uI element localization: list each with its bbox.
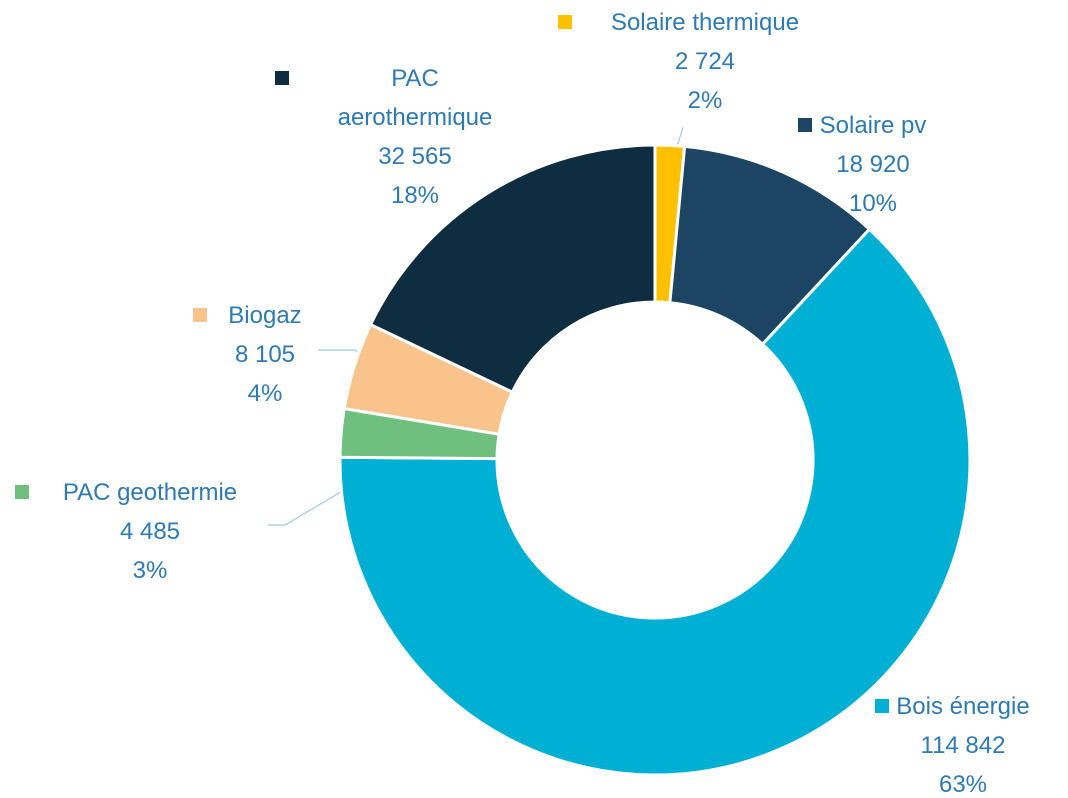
legend-swatch (558, 15, 572, 29)
label-value: 8 105 (234, 341, 296, 368)
data-label: Bois énergie 114 842 63% (873, 687, 1053, 798)
legend-swatch (875, 699, 889, 713)
legend-swatch (15, 485, 29, 499)
label-percent: 4% (247, 380, 283, 407)
label-name: PAC geothermie (62, 479, 238, 506)
legend-swatch (193, 308, 207, 322)
slice (368, 143, 657, 395)
legend-swatch (275, 71, 289, 85)
data-label: Solaire thermique 2 724 2% (575, 3, 835, 120)
label-value: 32 565 (378, 143, 452, 170)
data-label: PAC aerothermique 32 565 18% (320, 59, 510, 215)
data-label: PAC geothermie 4 485 3% (35, 473, 265, 590)
data-label: Biogaz 8 105 4% (205, 296, 325, 413)
label-name: PAC aerothermique (337, 65, 493, 131)
label-value: 114 842 (920, 732, 1006, 759)
legend-swatch (798, 118, 812, 132)
label-percent: 63% (938, 771, 988, 798)
label-name: Solaire pv (819, 112, 927, 139)
slice (338, 227, 972, 777)
label-percent: 10% (848, 190, 898, 217)
label-percent: 18% (390, 182, 440, 209)
label-percent: 3% (132, 557, 168, 584)
label-percent: 2% (687, 87, 723, 114)
label-value: 2 724 (674, 48, 736, 75)
label-value: 18 920 (836, 151, 910, 178)
label-name: Solaire thermique (610, 9, 800, 36)
data-label: Solaire pv 18 920 10% (788, 106, 958, 223)
label-name: Bois énergie (896, 693, 1030, 720)
label-value: 4 485 (119, 518, 181, 545)
label-name: Biogaz (228, 302, 302, 329)
